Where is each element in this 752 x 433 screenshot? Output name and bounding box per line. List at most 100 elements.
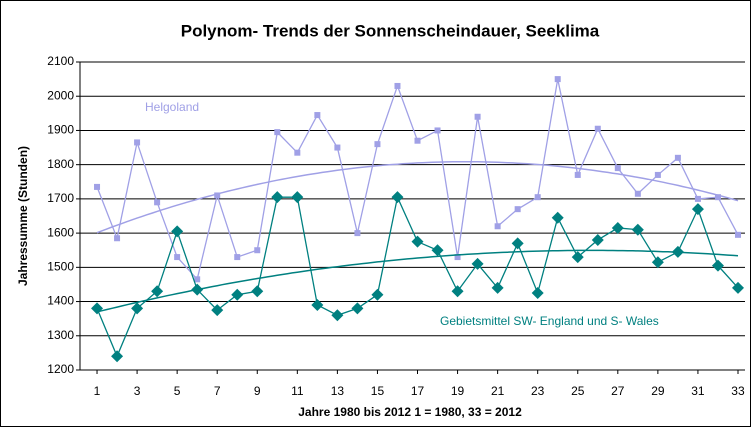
point <box>311 298 324 311</box>
point <box>514 206 521 213</box>
point <box>294 149 301 156</box>
x-tick-label: 11 <box>291 384 304 398</box>
point <box>611 221 624 234</box>
point <box>571 251 584 264</box>
point <box>334 144 341 151</box>
x-tick-label: 31 <box>691 384 705 398</box>
point <box>431 244 444 257</box>
x-tick-label: 15 <box>371 384 385 398</box>
point <box>194 276 201 283</box>
point <box>471 257 484 270</box>
x-tick-label: 33 <box>731 384 745 398</box>
point <box>91 302 104 315</box>
series-label: Gebietsmittel SW- England und S- Wales <box>440 314 659 328</box>
y-tick-label: 2000 <box>47 88 74 102</box>
point <box>171 225 184 238</box>
point <box>371 288 384 301</box>
trend-line <box>96 161 739 234</box>
x-tick-label: 23 <box>531 384 545 398</box>
y-tick-label: 2100 <box>47 54 74 68</box>
point <box>211 304 224 317</box>
series-label: Helgoland <box>145 100 199 114</box>
point <box>651 256 664 269</box>
point <box>691 203 704 216</box>
point <box>131 302 144 315</box>
point <box>534 194 541 201</box>
y-axis-label: Jahressumme (Stunden) <box>16 146 30 286</box>
point <box>631 223 644 236</box>
y-tick-label: 1600 <box>47 225 74 239</box>
point <box>694 195 701 202</box>
x-tick-label: 9 <box>254 384 261 398</box>
y-tick-label: 1800 <box>47 157 74 171</box>
point <box>114 235 121 242</box>
trend-line <box>96 249 739 313</box>
point <box>434 127 441 134</box>
point <box>714 194 721 201</box>
point <box>274 129 281 136</box>
x-axis-label: Jahre 1980 bis 2012 1 = 1980, 33 = 2012 <box>298 405 522 419</box>
point <box>374 141 381 148</box>
point <box>614 165 621 172</box>
point <box>451 285 464 298</box>
point <box>314 112 321 119</box>
point <box>491 281 504 294</box>
point <box>511 237 524 250</box>
point <box>234 254 241 261</box>
x-tick-label: 19 <box>451 384 465 398</box>
point <box>734 231 741 238</box>
x-tick-label: 1 <box>94 384 101 398</box>
y-tick-label: 1200 <box>47 362 74 376</box>
point <box>674 154 681 161</box>
point <box>594 125 601 132</box>
point <box>271 191 284 204</box>
point <box>154 199 161 206</box>
point <box>391 191 404 204</box>
point <box>711 259 724 272</box>
x-tick-label: 5 <box>174 384 181 398</box>
point <box>151 285 164 298</box>
point <box>231 288 244 301</box>
point <box>351 302 364 315</box>
point <box>191 283 204 296</box>
point <box>591 233 604 246</box>
y-tick-label: 1300 <box>47 328 74 342</box>
point <box>574 171 581 178</box>
x-tick-label: 27 <box>611 384 625 398</box>
x-tick-label: 21 <box>491 384 505 398</box>
point <box>331 309 344 322</box>
x-tick-label: 25 <box>571 384 585 398</box>
point <box>174 254 181 261</box>
point <box>634 190 641 197</box>
point <box>654 171 661 178</box>
point <box>254 247 261 254</box>
y-tick-label: 1500 <box>47 260 74 274</box>
x-tick-label: 17 <box>411 384 425 398</box>
point <box>551 211 564 224</box>
point <box>134 139 141 146</box>
chart-title: Polynom- Trends der Sonnenscheindauer, S… <box>181 21 600 40</box>
point <box>494 223 501 230</box>
x-tick-label: 29 <box>651 384 665 398</box>
point <box>94 183 101 190</box>
x-tick-label: 3 <box>134 384 141 398</box>
point <box>251 285 264 298</box>
point <box>414 137 421 144</box>
x-tick-label: 7 <box>214 384 221 398</box>
point <box>731 281 744 294</box>
y-tick-label: 1700 <box>47 191 74 205</box>
x-tick-label: 13 <box>331 384 345 398</box>
point <box>411 235 424 248</box>
y-tick-label: 1900 <box>47 123 74 137</box>
point <box>214 192 221 199</box>
point <box>554 76 561 83</box>
point <box>291 191 304 204</box>
point <box>394 82 401 89</box>
point <box>354 230 361 237</box>
point <box>111 350 124 363</box>
y-tick-label: 1400 <box>47 294 74 308</box>
point <box>454 254 461 261</box>
point <box>671 245 684 258</box>
